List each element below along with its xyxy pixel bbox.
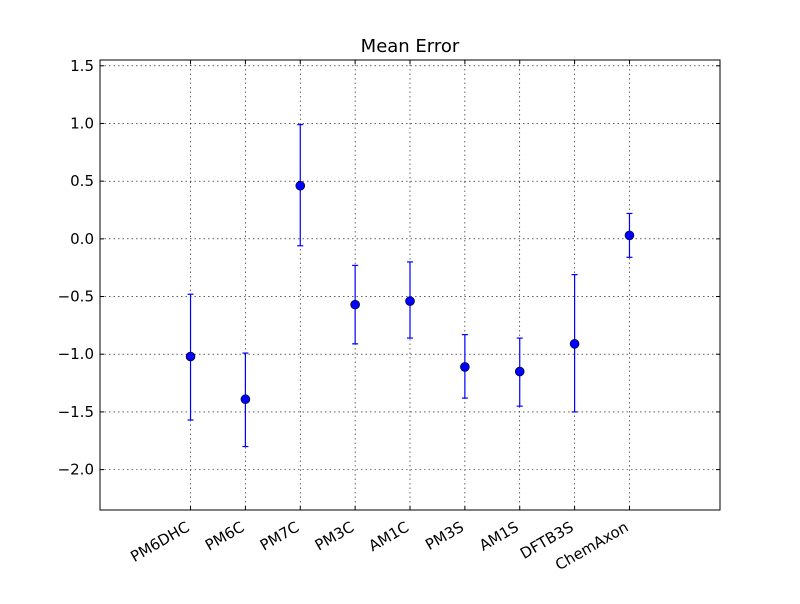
- data-point: [240, 394, 251, 405]
- y-tick-label: 0.0: [70, 230, 94, 248]
- y-tick-label: −1.5: [58, 403, 94, 421]
- y-axis-ticks: 1.5 1.0 0.5 0.0 −0.5 −1.0 −1.5 −2.0: [58, 57, 720, 479]
- y-tick-label: −1.0: [58, 345, 94, 363]
- data-points: [185, 180, 635, 405]
- data-point: [295, 180, 306, 191]
- data-point: [514, 366, 525, 377]
- x-tick-label: PM3S: [422, 518, 467, 554]
- x-tick-label: PM7C: [257, 518, 302, 555]
- x-tick-label: PM3C: [312, 518, 357, 555]
- y-tick-label: 0.5: [70, 172, 94, 190]
- y-tick-label: −2.0: [58, 461, 94, 479]
- chart-title: Mean Error: [361, 36, 460, 57]
- x-tick-label: PM6DHC: [127, 518, 192, 566]
- data-point: [350, 299, 360, 310]
- x-axis-ticks: PM6DHC PM6C PM7C PM3C AM1C PM3S AM1SDFTB3SChem…: [127, 60, 631, 574]
- data-point: [569, 339, 580, 349]
- data-point: [185, 351, 196, 362]
- x-tick-label: AM1C: [366, 518, 412, 555]
- y-tick-label: 1.0: [70, 114, 94, 132]
- x-tick-label: AM1S: [476, 518, 522, 555]
- data-point: [460, 362, 470, 372]
- y-tick-label: 1.5: [70, 57, 94, 75]
- x-tick-label: PM6C: [202, 518, 247, 555]
- data-point: [624, 230, 635, 241]
- data-point: [405, 296, 415, 306]
- y-tick-label: −0.5: [58, 288, 94, 306]
